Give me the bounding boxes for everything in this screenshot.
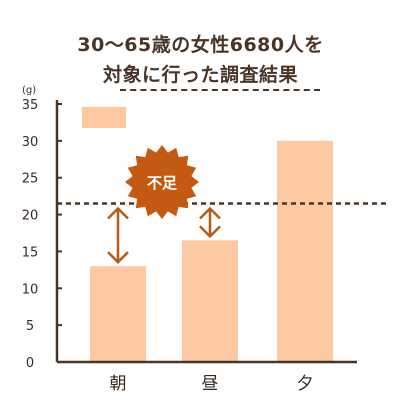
category-label: 昼 (202, 374, 219, 394)
bars (90, 140, 333, 362)
y-tick-label: 20 (22, 209, 39, 224)
y-tick-label: 25 (22, 172, 39, 187)
y-tick-label: 30 (22, 135, 39, 150)
category-label: 夕 (297, 374, 314, 394)
badge-starburst-icon (125, 145, 199, 219)
legend-swatch (82, 107, 126, 128)
shortage-badge: 不足 (125, 145, 199, 219)
y-tick-labels: 0 5 10 15 20 25 30 35 (22, 98, 62, 371)
arrow-down-icon (199, 225, 221, 239)
y-tick-label: 15 (22, 245, 39, 260)
bar-1 (90, 266, 146, 362)
chart-title-line2: 対象に行った調査結果 (102, 64, 298, 86)
category-label: 朝 (110, 374, 127, 394)
bar-3 (277, 140, 333, 362)
title-underline (120, 89, 320, 91)
legend (82, 107, 126, 128)
arrow-up-icon (199, 206, 221, 220)
arrow-down-icon (107, 251, 129, 264)
bar-2 (182, 240, 238, 362)
badge-label: 不足 (147, 174, 178, 192)
arrow-up-icon (107, 206, 129, 220)
y-tick-label: 10 (22, 282, 39, 297)
y-tick-label: 0 (26, 356, 34, 371)
chart-title-line1: 30〜65歳の女性6680人を (77, 34, 324, 56)
y-axis-unit: (g) (22, 85, 36, 96)
category-labels: 朝昼夕 (110, 374, 314, 394)
y-tick-label: 35 (22, 98, 39, 113)
y-tick-label: 5 (26, 319, 34, 334)
deficit-arrows (107, 206, 221, 264)
